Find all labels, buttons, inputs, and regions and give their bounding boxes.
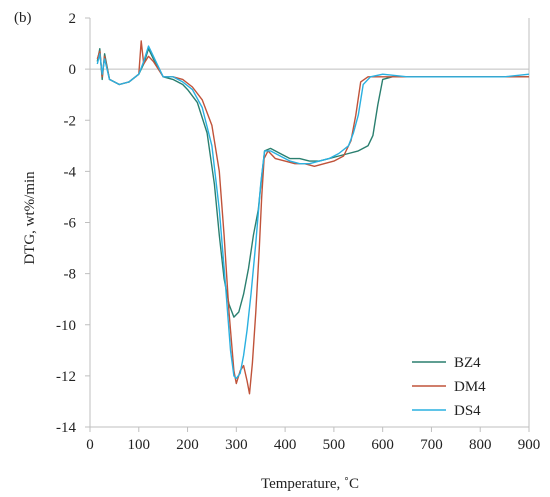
x-tick-label: 100 [128,437,151,453]
x-tick-label: 200 [176,437,199,453]
y-axis-title: DTG, wt%/min [22,171,38,265]
x-tick-label: 900 [518,437,541,453]
legend-label-dm4: DM4 [454,379,486,395]
panel-label: (b) [14,10,32,26]
series-line-ds4 [96,45,530,380]
y-tick-label: -6 [64,216,77,232]
x-tick-label: 700 [420,437,443,453]
x-tick-label: 800 [469,437,492,453]
y-tick-label: -2 [64,113,77,129]
plot-area [96,40,530,395]
y-tick-label: -8 [64,267,77,283]
y-tick-label: -12 [56,369,76,385]
series-line-dm4 [96,40,529,395]
x-tick-label: 300 [225,437,248,453]
x-tick-label: 500 [323,437,346,453]
y-tick-label: -10 [56,318,76,334]
legend-label-ds4: DS4 [454,403,481,419]
x-axis-title: Temperature, ˚C [261,476,359,492]
y-tick-label: -14 [56,420,76,436]
legend: BZ4 DM4 DS4 [412,355,486,419]
x-tick-label: 600 [371,437,394,453]
y-tick-label: 0 [69,62,77,78]
x-tick-label: 400 [274,437,297,453]
legend-label-bz4: BZ4 [454,355,481,371]
y-tick-label: 2 [69,11,77,27]
tick-labels: 0 100 200 300 400 500 600 700 800 900 2 0 -2 -4 -6 -8 -1… [56,11,540,453]
x-tick-label: 0 [86,437,94,453]
y-tick-label: -4 [64,164,77,180]
